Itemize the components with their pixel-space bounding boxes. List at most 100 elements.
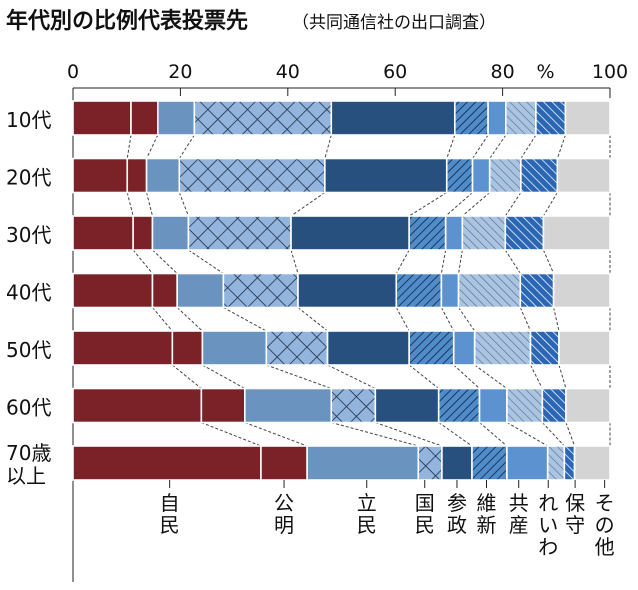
party-label: 国民: [415, 491, 435, 537]
bar-segment-保守: [529, 330, 560, 366]
connector-line: [565, 422, 576, 447]
party-label: 公明: [274, 491, 294, 537]
connector-line: [395, 307, 410, 332]
bar-segment-れいわ: [506, 387, 544, 424]
bar-segment-維新: [437, 387, 481, 424]
bar-segment-公明: [132, 215, 154, 251]
connector-line: [408, 364, 440, 389]
bar-segment-参政: [330, 100, 456, 136]
bar-segment-公明: [151, 272, 178, 309]
bar-segment-参政: [324, 157, 448, 194]
party-label: その他: [595, 491, 615, 559]
connector-line: [519, 307, 531, 332]
connector-line: [324, 134, 332, 159]
bar-segment-参政: [441, 445, 473, 481]
bar-row: [72, 330, 611, 366]
bar-segment-立民: [145, 157, 181, 194]
bar-segment-公明: [130, 100, 159, 136]
bar-row: [72, 272, 611, 309]
bar-segment-その他: [565, 387, 611, 424]
category-label: 20代: [6, 166, 51, 190]
connector-line: [178, 134, 195, 159]
bar-segment-自民: [72, 100, 132, 136]
bar-row: [72, 215, 611, 251]
connector-line: [327, 364, 376, 389]
connector-line: [553, 307, 560, 332]
connector-line: [542, 249, 555, 274]
connector-line: [438, 422, 473, 447]
bar-segment-その他: [542, 215, 611, 251]
category-label: 30代: [6, 223, 51, 247]
connector-line: [440, 249, 447, 274]
connector-line: [520, 134, 537, 159]
bar-segment-れいわ: [488, 157, 522, 194]
connector-line: [530, 364, 543, 389]
bar-segment-共産: [444, 215, 464, 251]
unit-label: %: [537, 61, 555, 83]
bar-segment-参政: [326, 330, 410, 366]
x-tick-label: 20: [168, 61, 192, 83]
bar-segment-国民: [265, 330, 329, 366]
bar-segment-その他: [558, 330, 611, 366]
connector-line: [440, 307, 455, 332]
bar-segment-維新: [471, 445, 508, 481]
connector-line: [172, 364, 202, 389]
connector-line: [474, 364, 508, 389]
connector-line: [290, 192, 326, 217]
bar-segment-維新: [454, 100, 489, 136]
bar-segment-国民: [193, 100, 333, 136]
category-label: 50代: [6, 338, 51, 362]
bar-segment-国民: [187, 215, 292, 251]
category-label: 60代: [6, 396, 51, 420]
party-label: 保守: [565, 491, 585, 537]
bar-row: [72, 387, 611, 424]
connector-line: [297, 307, 328, 332]
connector-line: [146, 192, 153, 217]
bar-segment-自民: [72, 387, 203, 424]
bar-segment-共産: [452, 330, 476, 366]
connector-line: [446, 134, 456, 159]
chart-title: 年代別の比例代表投票先: [6, 8, 248, 34]
connector-line: [445, 192, 473, 217]
bar-segment-自民: [72, 445, 262, 481]
bar-row: [72, 100, 611, 136]
bar-segment-その他: [552, 272, 611, 309]
bar-segment-保守: [504, 215, 545, 251]
bar-segment-保守: [535, 100, 567, 136]
x-tick-label: 40: [276, 61, 300, 83]
bar-segment-国民: [417, 445, 443, 481]
connector-line: [223, 307, 267, 332]
connector-line: [458, 249, 463, 274]
connector-line: [176, 307, 203, 332]
connector-line: [126, 134, 132, 159]
bar-segment-参政: [297, 272, 398, 309]
connector-line: [152, 249, 178, 274]
connector-line: [290, 249, 299, 274]
connector-line: [375, 422, 443, 447]
bar-segment-共産: [487, 100, 507, 136]
party-label: 参政: [447, 491, 467, 537]
connector-line: [178, 192, 189, 217]
connector-line: [126, 192, 134, 217]
bar-segment-その他: [573, 445, 611, 481]
bar-segment-立民: [244, 387, 333, 424]
bar-segment-維新: [408, 215, 447, 251]
bar-segment-れいわ: [461, 215, 507, 251]
party-label: 維新: [476, 491, 496, 537]
party-label: 自民: [160, 491, 180, 537]
party-label: 立民: [357, 491, 377, 537]
connector-line: [408, 192, 448, 217]
party-label: 共産: [509, 491, 529, 537]
bar-segment-保守: [520, 157, 559, 194]
bar-segment-国民: [330, 387, 377, 424]
bar-segment-立民: [306, 445, 420, 481]
bar-segment-維新: [445, 157, 474, 194]
bar-segment-立民: [201, 330, 268, 366]
x-tick-label: 100: [592, 61, 628, 83]
bar-segment-れいわ: [546, 445, 566, 481]
bar-segment-共産: [506, 445, 549, 481]
connector-line: [542, 192, 558, 217]
connector-line: [453, 364, 480, 389]
x-tick-label: 0: [67, 61, 79, 83]
